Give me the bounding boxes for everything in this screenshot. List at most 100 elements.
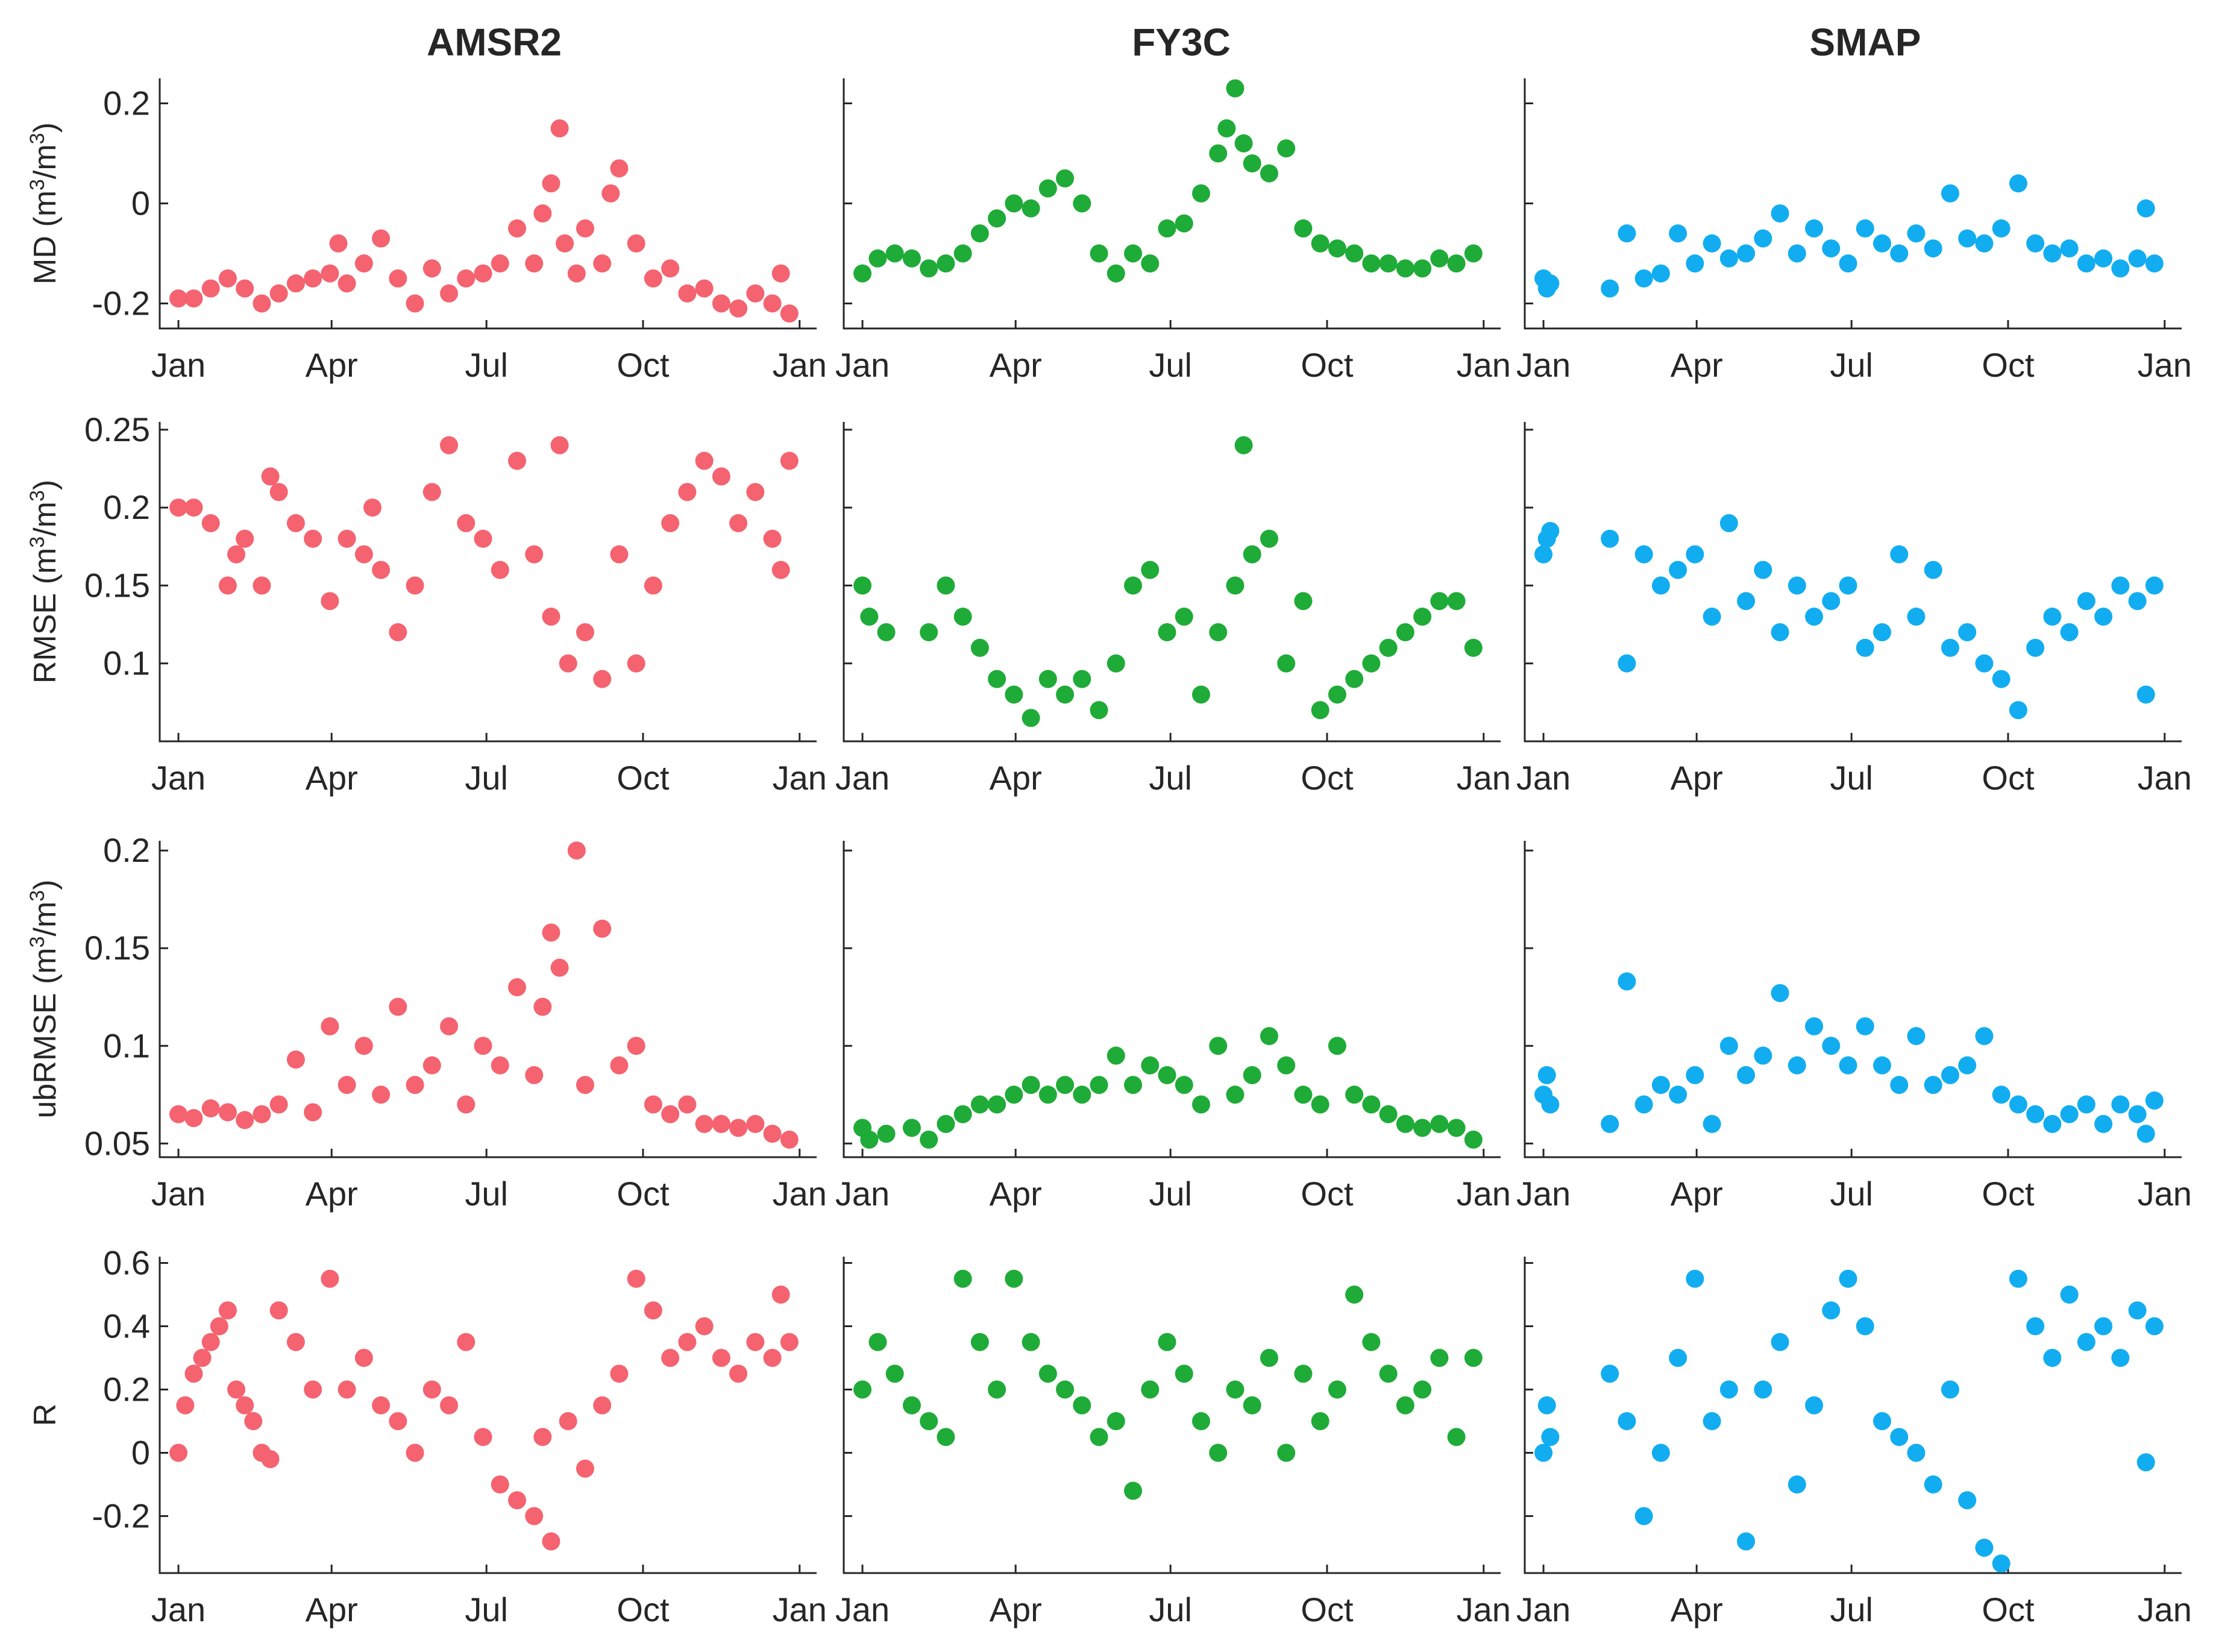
data-point: [533, 1428, 552, 1446]
data-point: [729, 299, 748, 318]
data-point: [1992, 1554, 2011, 1573]
data-point: [372, 1085, 391, 1104]
data-point: [218, 1103, 237, 1122]
data-point: [491, 1475, 509, 1493]
data-point: [2128, 1105, 2147, 1123]
data-point: [1141, 254, 1160, 273]
data-point: [1958, 1491, 1977, 1510]
data-point: [559, 1412, 577, 1430]
x-tick-label: Jul: [1830, 1591, 1873, 1628]
x-tick-label: Oct: [1301, 759, 1354, 797]
data-point: [1158, 623, 1176, 642]
data-point: [406, 1443, 424, 1462]
data-point: [1464, 1130, 1483, 1149]
data-point: [1907, 1443, 1926, 1462]
data-point: [389, 623, 407, 642]
data-point: [1234, 436, 1253, 454]
data-point: [2136, 1453, 2155, 1472]
x-tick-label: Jul: [1149, 1591, 1192, 1628]
data-point: [920, 259, 938, 278]
data-point: [678, 483, 697, 501]
data-point: [1379, 638, 1398, 657]
data-point: [2060, 239, 2079, 258]
data-point: [1056, 1380, 1075, 1399]
data-point: [644, 576, 662, 595]
x-tick-label: Apr: [990, 1175, 1042, 1213]
data-point: [953, 608, 972, 626]
data-point: [2009, 701, 2027, 720]
data-point: [1362, 254, 1381, 273]
data-point: [457, 269, 476, 287]
data-point: [937, 254, 955, 273]
data-point: [1975, 1027, 1994, 1046]
data-point: [1634, 1095, 1653, 1114]
data-point: [491, 561, 509, 579]
data-point: [193, 1349, 212, 1367]
y-axis-label-ubrmse: ubRMSE (m3/m3): [26, 879, 63, 1118]
data-point: [1005, 1269, 1023, 1288]
x-tick-label: Jul: [1149, 1175, 1192, 1213]
data-point: [321, 592, 339, 611]
data-point: [184, 289, 203, 308]
data-point: [877, 623, 896, 642]
data-point: [2111, 576, 2130, 595]
y-axis-label-part: R: [28, 1404, 63, 1427]
data-point: [1345, 1286, 1364, 1304]
data-point: [2111, 1095, 2130, 1114]
data-point: [457, 1095, 476, 1114]
y-axis-label-part: RMSE (m: [28, 548, 63, 683]
x-tick-label: Apr: [1671, 1175, 1723, 1213]
data-point: [1260, 529, 1278, 548]
x-tick-label: Jan: [2138, 759, 2192, 797]
data-point: [1669, 224, 1687, 243]
data-point: [576, 1076, 594, 1095]
x-tick-label: Jul: [465, 1591, 508, 1628]
data-point: [853, 264, 872, 283]
data-point: [1534, 545, 1553, 564]
data-point: [1243, 154, 1261, 173]
data-point: [1106, 1046, 1125, 1065]
panel-ubrmse-smap: Jan Apr Jul Oct Jan: [1516, 841, 2192, 1213]
data-point: [1703, 234, 1721, 253]
data-point: [1277, 139, 1296, 158]
data-point: [1737, 244, 1756, 263]
data-point: [1737, 1066, 1756, 1084]
data-point: [236, 1111, 254, 1129]
x-tick-label: Jan: [151, 1591, 206, 1628]
data-point: [253, 1105, 271, 1123]
data-point: [2043, 244, 2062, 263]
data-point: [1413, 1119, 1432, 1137]
data-point: [559, 654, 577, 673]
data-point: [2145, 1317, 2164, 1336]
y-tick-label: 0.2: [103, 488, 150, 526]
data-point: [1106, 264, 1125, 283]
data-point: [1038, 1365, 1057, 1383]
data-point: [1788, 1056, 1806, 1075]
data-point: [988, 1095, 1006, 1114]
data-point: [1141, 1380, 1160, 1399]
x-tick-label: Oct: [1301, 1591, 1354, 1628]
x-tick-label: Oct: [617, 1591, 670, 1628]
data-point: [304, 269, 322, 287]
data-point: [610, 159, 629, 178]
data-point: [2043, 608, 2062, 626]
data-point: [1175, 214, 1193, 233]
panel-md-smap: Jan Apr Jul Oct Jan: [1516, 78, 2192, 384]
x-tick-label: Oct: [1982, 1175, 2035, 1213]
y-axis-label-part: 3: [26, 133, 49, 144]
data-point: [542, 1532, 560, 1551]
data-point: [474, 1037, 492, 1055]
data-point: [1294, 592, 1313, 611]
data-point: [937, 576, 955, 595]
data-point: [1924, 1475, 1942, 1493]
data-point: [2009, 1269, 2027, 1288]
x-tick-label: Jul: [465, 759, 508, 797]
x-tick-label: Jan: [1457, 346, 1511, 384]
panel-ubrmse-amsr2: 0.05 0.1 0.15 0.2 Jan Apr Jul Oct Jan: [84, 831, 827, 1213]
data-point: [2009, 1095, 2027, 1114]
data-point: [1294, 219, 1313, 237]
x-tick-label: Jan: [1516, 1591, 1571, 1628]
data-point: [1311, 1412, 1329, 1430]
data-point: [508, 219, 527, 237]
data-point: [1192, 1412, 1211, 1430]
